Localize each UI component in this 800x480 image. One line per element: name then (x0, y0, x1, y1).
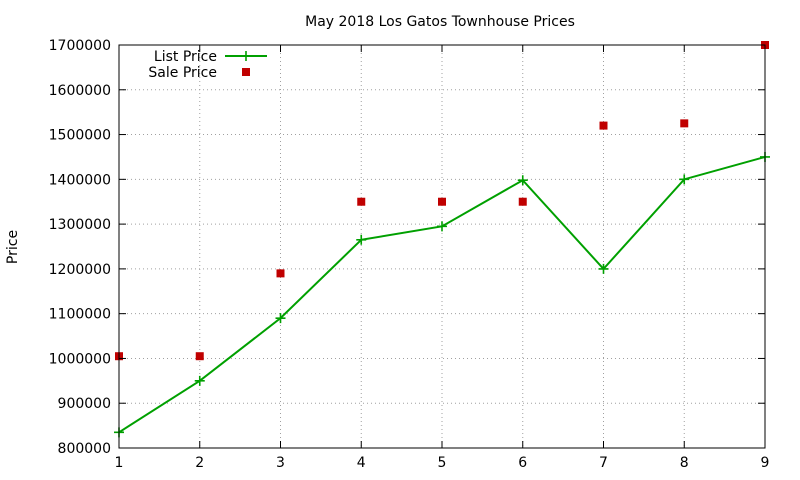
sale-price-point (518, 197, 527, 206)
x-tick-label: 7 (599, 455, 608, 471)
y-tick-label: 1600000 (49, 83, 111, 99)
x-tick-label: 3 (276, 455, 285, 471)
list-price-point (679, 174, 690, 185)
legend-square-marker (242, 68, 250, 76)
y-tick-label: 1400000 (49, 172, 111, 188)
list-price-point (517, 175, 528, 186)
y-tick-label: 900000 (58, 396, 111, 412)
sale-price-point (599, 121, 608, 130)
y-tick-label: 1100000 (49, 307, 111, 323)
x-tick-label: 2 (195, 455, 204, 471)
list-price-point (356, 234, 367, 245)
sale-price-point (438, 197, 446, 206)
sale-price-point (276, 269, 285, 278)
grid-lines (119, 45, 765, 448)
y-tick-label: 1500000 (49, 128, 111, 144)
y-tick-label: 1200000 (49, 262, 111, 278)
list-price-point (194, 375, 205, 386)
sale-price-point (195, 352, 204, 361)
y-axis-tick-labels: 800000 900000 1000000 1100000 1200000 1300000… (49, 38, 111, 457)
x-tick-label: 8 (680, 455, 689, 471)
x-tick-label: 1 (115, 455, 124, 471)
sale-price-point (680, 119, 689, 128)
y-axis-label: Price (5, 230, 21, 264)
chart-title: May 2018 Los Gatos Townhouse Prices (305, 14, 575, 30)
y-tick-label: 1000000 (49, 351, 111, 367)
y-tick-label: 800000 (58, 441, 111, 457)
x-tick-label: 5 (438, 455, 447, 471)
x-tick-label: 6 (518, 455, 527, 471)
list-price-point (275, 313, 286, 324)
legend-label: Sale Price (148, 65, 217, 81)
axis-ticks (118, 44, 766, 449)
list-price-point (598, 263, 609, 274)
x-axis-tick-labels: 1 2 3 4 5 6 7 8 9 (115, 455, 770, 471)
sale-price-series (115, 41, 769, 361)
sale-price-point (357, 197, 366, 206)
legend-label: List Price (154, 49, 217, 65)
list-price-series (114, 151, 770, 438)
x-tick-label: 9 (761, 455, 770, 471)
x-tick-label: 4 (357, 455, 366, 471)
y-tick-label: 1700000 (49, 38, 111, 54)
legend-cross-marker (241, 51, 251, 61)
list-price-point (437, 221, 447, 232)
y-tick-label: 1300000 (49, 217, 111, 233)
